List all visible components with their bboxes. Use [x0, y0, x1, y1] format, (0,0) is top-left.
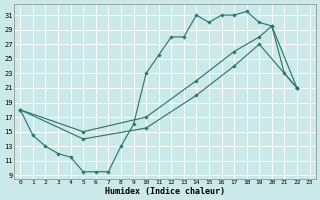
- X-axis label: Humidex (Indice chaleur): Humidex (Indice chaleur): [105, 187, 225, 196]
